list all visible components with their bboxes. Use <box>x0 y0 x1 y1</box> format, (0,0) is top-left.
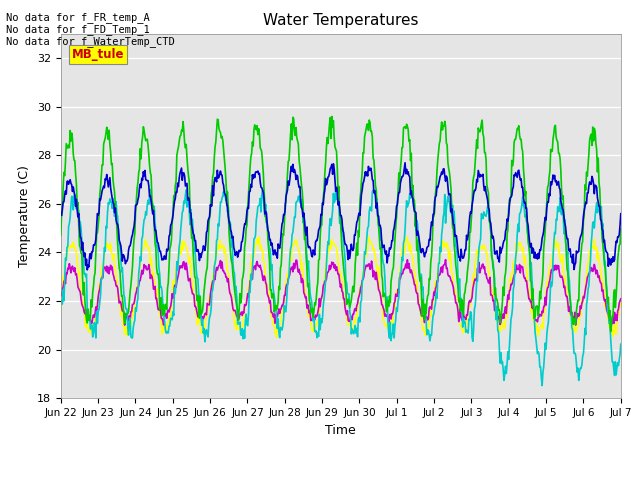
CondTemp <box>426 304 434 310</box>
MDTemp_A <box>67 203 75 208</box>
CondTemp <box>121 322 129 328</box>
MDTemp_A <box>538 383 546 388</box>
WaterT <box>617 299 625 305</box>
Line: FR_temp_C: FR_temp_C <box>61 117 621 332</box>
FR_temp_B <box>125 243 133 249</box>
WaterT <box>411 271 419 277</box>
CondTemp <box>212 269 220 275</box>
Text: MB_tule: MB_tule <box>72 48 125 61</box>
FR_temp_C <box>211 144 219 150</box>
MDTemp_A <box>211 261 219 266</box>
CondTemp <box>442 257 449 263</box>
WaterT <box>273 335 280 340</box>
MDTemp_A <box>410 204 417 209</box>
CondTemp <box>125 313 133 319</box>
Text: No data for f_FR_temp_A: No data for f_FR_temp_A <box>6 12 150 23</box>
Line: WaterT: WaterT <box>61 237 621 337</box>
WaterT <box>365 234 372 240</box>
WaterT <box>67 244 75 250</box>
Legend: FR_temp_B, FR_temp_C, WaterT, CondTemp, MDTemp_A: FR_temp_B, FR_temp_C, WaterT, CondTemp, … <box>95 477 587 480</box>
FR_temp_B <box>57 210 65 216</box>
Line: MDTemp_A: MDTemp_A <box>61 189 621 385</box>
X-axis label: Time: Time <box>325 424 356 437</box>
FR_temp_B <box>411 208 419 214</box>
WaterT <box>57 305 65 311</box>
FR_temp_B <box>427 226 435 231</box>
FR_temp_B <box>401 160 409 166</box>
WaterT <box>427 313 435 319</box>
Line: FR_temp_B: FR_temp_B <box>61 163 621 270</box>
FR_temp_C <box>57 232 65 238</box>
Y-axis label: Temperature (C): Temperature (C) <box>19 165 31 267</box>
FR_temp_B <box>182 182 190 188</box>
FR_temp_C <box>182 145 189 151</box>
MDTemp_A <box>426 338 434 344</box>
WaterT <box>182 242 189 248</box>
CondTemp <box>67 270 75 276</box>
Line: CondTemp: CondTemp <box>61 260 621 325</box>
FR_temp_B <box>67 180 75 186</box>
WaterT <box>211 257 219 263</box>
MDTemp_A <box>617 341 625 347</box>
Title: Water Temperatures: Water Temperatures <box>263 13 419 28</box>
WaterT <box>125 323 132 328</box>
MDTemp_A <box>182 192 189 198</box>
MDTemp_A <box>125 332 132 338</box>
CondTemp <box>617 296 625 302</box>
Text: No data for f_WaterTemp_CTD: No data for f_WaterTemp_CTD <box>6 36 175 47</box>
CondTemp <box>57 292 65 298</box>
FR_temp_C <box>617 226 625 231</box>
CondTemp <box>410 277 417 283</box>
CondTemp <box>182 260 190 266</box>
FR_temp_C <box>67 138 75 144</box>
MDTemp_A <box>57 298 65 303</box>
FR_temp_B <box>617 211 625 216</box>
FR_temp_C <box>607 329 614 335</box>
FR_temp_C <box>410 198 417 204</box>
FR_temp_B <box>212 175 220 180</box>
MDTemp_A <box>408 186 416 192</box>
Text: No data for f_FD_Temp_1: No data for f_FD_Temp_1 <box>6 24 150 35</box>
FR_temp_B <box>83 267 91 273</box>
FR_temp_C <box>328 114 336 120</box>
FR_temp_C <box>125 309 132 314</box>
FR_temp_C <box>426 276 434 282</box>
